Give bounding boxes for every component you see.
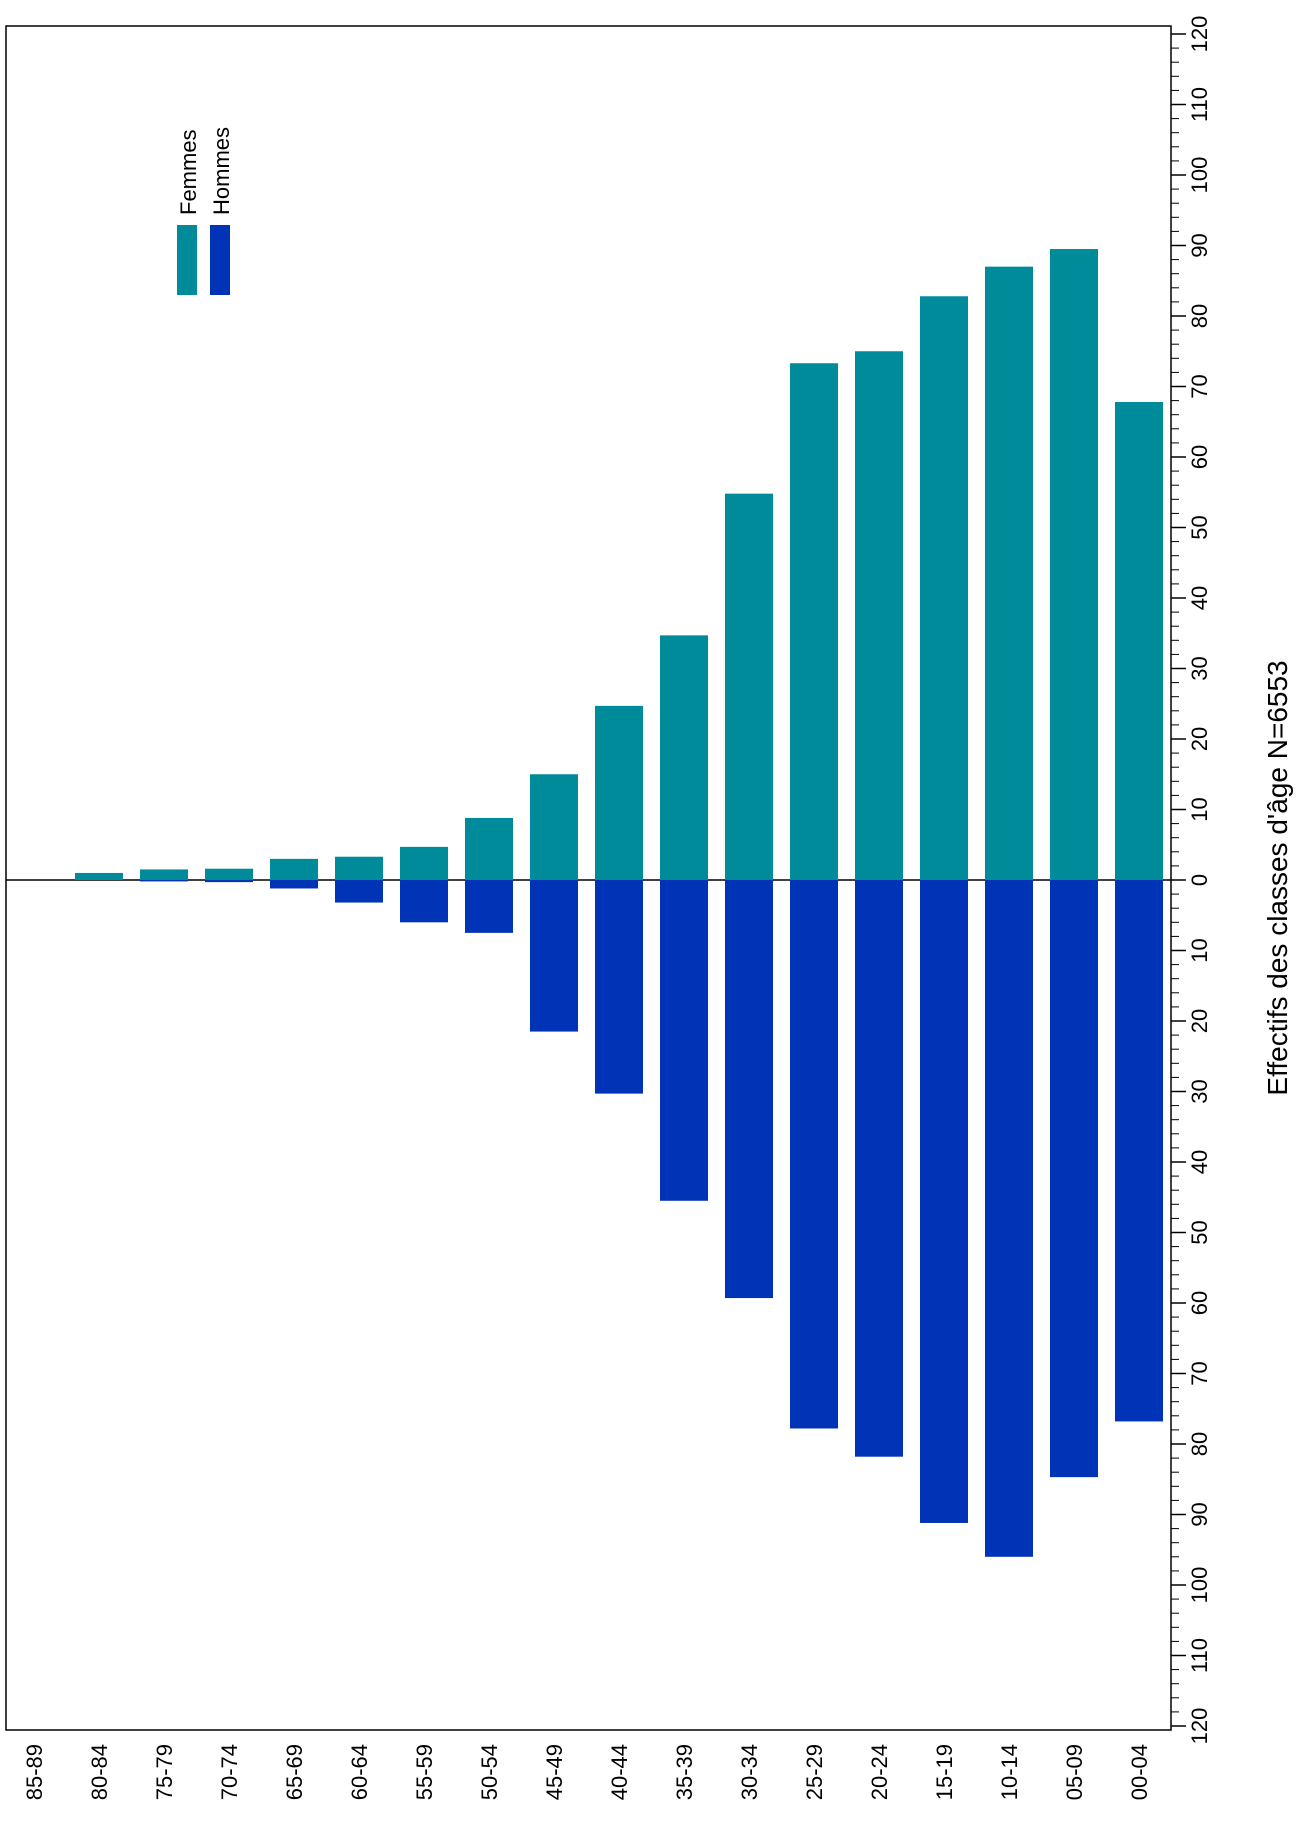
value-tick-label: 80 — [1187, 304, 1212, 328]
category-label: 70-74 — [217, 1744, 242, 1800]
plot-frame — [5, 25, 1172, 1731]
bar-femmes-00-04 — [1115, 402, 1163, 880]
value-tick-label: 90 — [1187, 233, 1212, 257]
legend-swatch-hommes — [210, 225, 230, 295]
value-tick-label: 80 — [1187, 1432, 1212, 1456]
value-tick-label: 120 — [1187, 1708, 1212, 1745]
value-tick-label: 10 — [1187, 797, 1212, 821]
value-tick-label: 10 — [1187, 938, 1212, 962]
bar-hommes-70-74 — [205, 880, 253, 883]
axis-title: Effectifs des classes d'âge N=6553 — [1262, 660, 1293, 1095]
category-label: 05-09 — [1062, 1744, 1087, 1800]
bar-hommes-75-79 — [140, 880, 188, 882]
value-tick-label: 60 — [1187, 1291, 1212, 1315]
bar-hommes-30-34 — [725, 880, 773, 1299]
category-label: 25-29 — [802, 1744, 827, 1800]
category-label: 15-19 — [932, 1744, 957, 1800]
bar-hommes-65-69 — [270, 880, 318, 889]
bar-hommes-15-19 — [920, 880, 968, 1523]
category-label: 35-39 — [672, 1744, 697, 1800]
legend: Femmes Hommes — [176, 127, 234, 295]
value-tick-label: 110 — [1187, 1638, 1212, 1673]
value-tick-label: 50 — [1187, 515, 1212, 539]
category-label: 80-84 — [87, 1744, 112, 1800]
value-tick-label: 20 — [1187, 727, 1212, 751]
bar-femmes-15-19 — [920, 296, 968, 880]
category-label: 65-69 — [282, 1744, 307, 1800]
value-tick-label: 70 — [1187, 374, 1212, 398]
category-axis: 85-89 80-84 75-79 70-74 65-69 60-64 55-59 50-54… — [22, 1744, 1152, 1800]
bar-hommes-40-44 — [595, 880, 643, 1094]
bar-femmes-65-69 — [270, 858, 318, 880]
category-label: 85-89 — [22, 1744, 47, 1800]
bar-hommes-55-59 — [400, 880, 448, 923]
bar-femmes-60-64 — [335, 856, 383, 880]
bar-femmes-75-79 — [140, 869, 188, 880]
bar-hommes-25-29 — [790, 880, 838, 1429]
bar-hommes-45-49 — [530, 880, 578, 1032]
category-label: 60-64 — [347, 1744, 372, 1800]
bar-hommes-50-54 — [465, 880, 513, 933]
bar-femmes-45-49 — [530, 774, 578, 880]
value-tick-label: 0 — [1187, 874, 1212, 886]
bar-femmes-40-44 — [595, 705, 643, 880]
value-tick-label: 110 — [1187, 87, 1212, 122]
value-tick-label: 60 — [1187, 445, 1212, 469]
value-tick-label: 40 — [1187, 586, 1212, 610]
bar-femmes-35-39 — [660, 635, 708, 880]
bar-hommes-05-09 — [1050, 880, 1098, 1478]
value-tick-label: 40 — [1187, 1150, 1212, 1174]
category-label: 55-59 — [412, 1744, 437, 1800]
value-tick-label: 20 — [1187, 1009, 1212, 1033]
bar-femmes-50-54 — [465, 817, 513, 880]
bar-femmes-70-74 — [205, 868, 253, 880]
legend-swatch-femmes — [177, 225, 197, 295]
legend-label-femmes: Femmes — [176, 129, 201, 215]
value-tick-label: 30 — [1187, 656, 1212, 680]
bar-femmes-05-09 — [1050, 249, 1098, 880]
category-label: 40-44 — [607, 1744, 632, 1800]
bar-hommes-10-14 — [985, 880, 1033, 1557]
bar-hommes-20-24 — [855, 880, 903, 1457]
bar-hommes-00-04 — [1115, 880, 1163, 1422]
category-label: 10-14 — [997, 1744, 1022, 1800]
category-label: 50-54 — [477, 1744, 502, 1800]
category-label: 20-24 — [867, 1744, 892, 1800]
value-tick-label: 70 — [1187, 1361, 1212, 1385]
legend-label-hommes: Hommes — [209, 127, 234, 215]
category-label: 75-79 — [152, 1744, 177, 1800]
value-axis: 1201101009080706050403020100102030405060… — [1171, 16, 1212, 1745]
value-tick-label: 100 — [1187, 157, 1212, 194]
value-tick-label: 90 — [1187, 1502, 1212, 1526]
bar-hommes-35-39 — [660, 880, 708, 1201]
category-label: 45-49 — [542, 1744, 567, 1800]
value-tick-label: 30 — [1187, 1079, 1212, 1103]
bar-femmes-55-59 — [400, 846, 448, 880]
category-label: 30-34 — [737, 1744, 762, 1800]
bar-femmes-30-34 — [725, 493, 773, 880]
bar-femmes-10-14 — [985, 266, 1033, 880]
bar-femmes-80-84 — [75, 872, 123, 880]
value-tick-label: 120 — [1187, 16, 1212, 53]
value-tick-label: 50 — [1187, 1220, 1212, 1244]
value-tick-label: 100 — [1187, 1567, 1212, 1604]
bar-femmes-20-24 — [855, 351, 903, 880]
bar-femmes-25-29 — [790, 363, 838, 880]
bars-group — [75, 249, 1163, 1557]
bar-hommes-60-64 — [335, 880, 383, 903]
category-label: 00-04 — [1127, 1744, 1152, 1800]
